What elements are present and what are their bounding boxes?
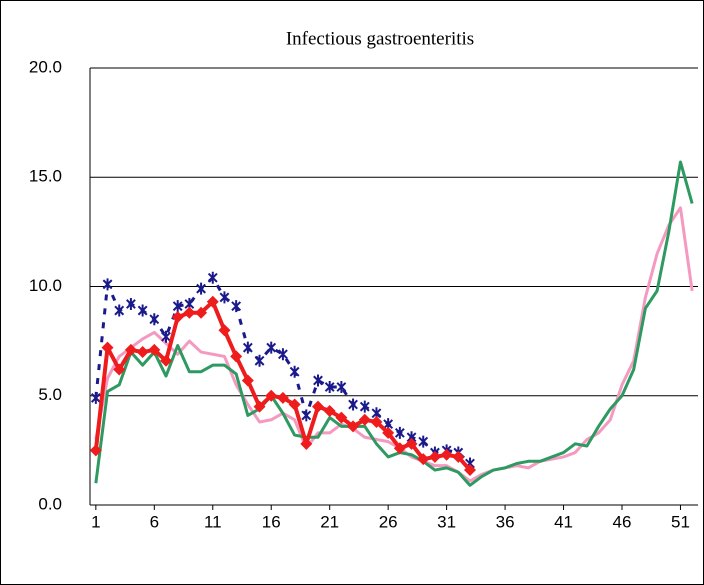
- marker: [348, 398, 358, 411]
- marker: [161, 330, 171, 343]
- x-tick-label: 21: [320, 512, 339, 531]
- marker: [464, 464, 476, 477]
- marker: [254, 354, 265, 367]
- marker: [358, 413, 371, 426]
- marker: [219, 291, 230, 304]
- y-tick-label: 10.0: [29, 276, 62, 295]
- marker: [336, 381, 347, 394]
- chart-title: Infectious gastroenteritis: [286, 28, 474, 49]
- marker: [323, 405, 336, 418]
- x-tick-label: 31: [437, 512, 456, 531]
- marker: [394, 426, 405, 439]
- marker: [114, 304, 125, 317]
- marker: [242, 341, 253, 354]
- marker: [405, 437, 418, 450]
- marker: [206, 295, 219, 308]
- marker: [160, 354, 172, 367]
- marker: [172, 300, 183, 313]
- marker: [102, 278, 113, 291]
- marker: [300, 437, 313, 450]
- marker: [440, 448, 453, 461]
- marker: [278, 348, 288, 361]
- marker: [335, 411, 348, 424]
- marker: [370, 415, 383, 428]
- marker: [417, 453, 430, 466]
- marker: [196, 282, 206, 295]
- marker: [101, 341, 114, 354]
- y-tick-label: 20.0: [29, 57, 62, 76]
- marker: [241, 374, 254, 387]
- marker: [266, 341, 277, 354]
- marker: [90, 391, 101, 404]
- marker: [418, 435, 429, 448]
- marker: [113, 363, 126, 376]
- marker: [231, 300, 242, 313]
- marker: [136, 346, 149, 359]
- marker: [359, 400, 370, 413]
- marker: [312, 400, 324, 413]
- marker: [89, 444, 102, 457]
- marker: [301, 409, 312, 422]
- marker: [276, 391, 289, 404]
- marker: [137, 304, 148, 317]
- marker: [207, 271, 218, 284]
- x-tick-label: 46: [613, 512, 632, 531]
- x-tick-label: 6: [150, 512, 159, 531]
- marker: [124, 343, 137, 356]
- marker: [218, 324, 231, 337]
- series-line: [94, 160, 694, 487]
- y-tick-label: 15.0: [29, 167, 62, 186]
- marker: [289, 365, 300, 378]
- marker: [149, 313, 160, 326]
- marker: [171, 311, 184, 324]
- marker: [313, 374, 323, 387]
- marker: [428, 450, 441, 463]
- marker: [195, 306, 208, 319]
- marker: [253, 400, 266, 413]
- marker: [452, 450, 465, 463]
- marker: [288, 398, 301, 411]
- x-tick-label: 51: [671, 512, 690, 531]
- marker: [183, 306, 196, 319]
- marker: [393, 442, 406, 455]
- y-tick-label: 0.0: [38, 494, 62, 513]
- y-tick-label: 5.0: [38, 385, 62, 404]
- x-tick-label: 11: [204, 512, 222, 531]
- x-tick-label: 36: [496, 512, 515, 531]
- marker: [230, 350, 243, 363]
- marker: [148, 343, 161, 356]
- marker: [347, 420, 360, 433]
- marker: [324, 381, 335, 394]
- x-tick-label: 1: [91, 512, 100, 531]
- marker: [382, 426, 395, 439]
- marker: [265, 389, 278, 402]
- x-tick-label: 26: [379, 512, 398, 531]
- marker: [126, 297, 136, 310]
- x-tick-label: 41: [554, 512, 573, 531]
- x-tick-label: 16: [262, 512, 281, 531]
